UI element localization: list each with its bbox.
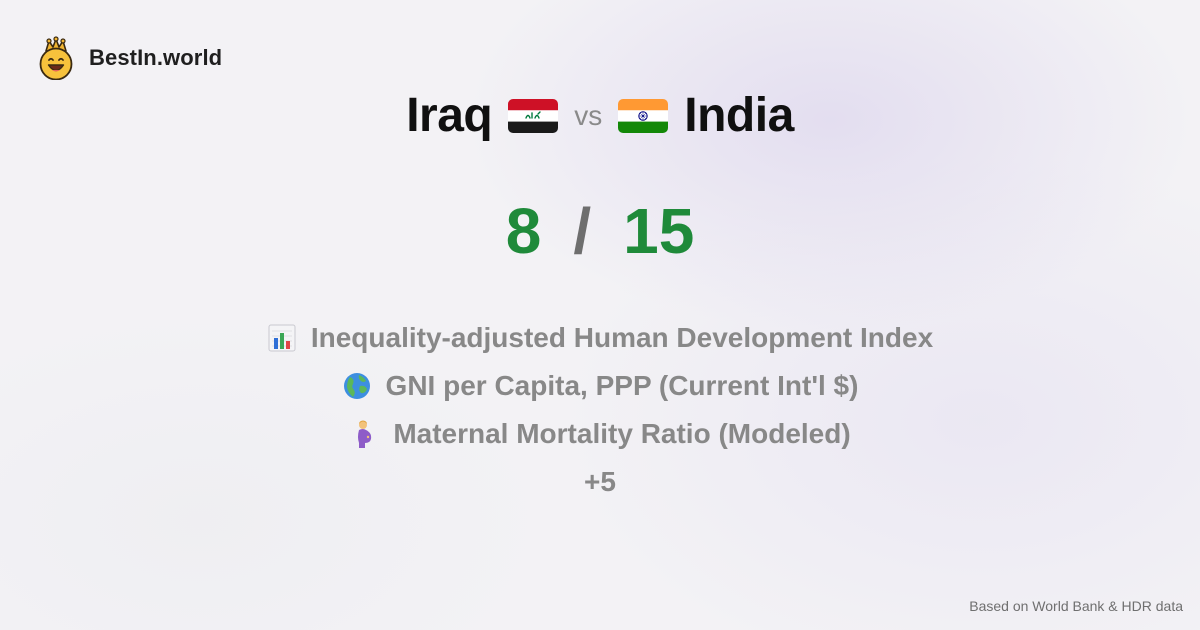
brand-name: BestIn.world: [89, 45, 223, 70]
score-country-b: 15: [623, 195, 695, 267]
metric-item: Inequality-adjusted Human Development In…: [0, 314, 1200, 362]
comparison-title: Iraq vs India: [0, 88, 1200, 143]
pregnant-woman-icon: [358, 420, 372, 448]
crowned-smiley-icon: [39, 36, 73, 80]
metric-item: Maternal Mortality Ratio (Modeled): [0, 410, 1200, 458]
score-separator: /: [573, 195, 592, 267]
brand-logo[interactable]: BestIn.world: [37, 36, 222, 80]
globe-icon: [343, 373, 370, 399]
metric-label: Inequality-adjusted Human Development In…: [310, 322, 934, 353]
country-b-name: India: [684, 89, 794, 142]
metric-item: GNI per Capita, PPP (Current Int'l $): [0, 362, 1200, 410]
metrics-list: Inequality-adjusted Human Development In…: [0, 314, 1200, 506]
score-country-a: 8: [505, 195, 542, 267]
country-a-name: Iraq: [406, 89, 493, 142]
india-flag-icon: [618, 98, 669, 133]
metric-label: Maternal Mortality Ratio (Modeled): [393, 418, 851, 449]
iraq-flag-icon: [508, 98, 559, 133]
data-source-note: Based on World Bank & HDR data: [969, 598, 1183, 614]
more-metrics-count: +5: [584, 466, 616, 497]
score-display: 8 / 15: [0, 194, 1200, 268]
bar-chart-icon: [268, 324, 296, 352]
vs-label: vs: [574, 99, 603, 131]
metric-label: GNI per Capita, PPP (Current Int'l $): [385, 370, 859, 401]
